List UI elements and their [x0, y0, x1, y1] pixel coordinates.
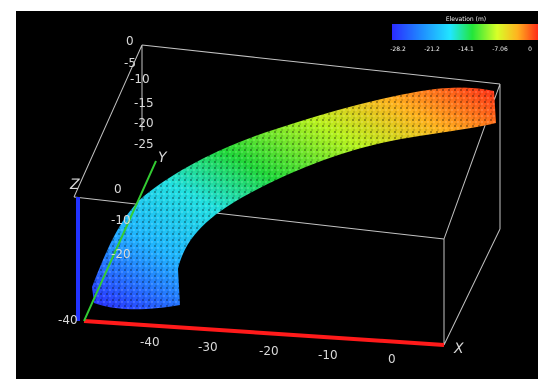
point-cloud — [92, 87, 496, 310]
z-top-tick-0: 0 — [126, 34, 134, 48]
z-top-tick-4: -20 — [134, 116, 154, 130]
colorbar-tick-3: -7.06 — [492, 46, 508, 53]
z-left-tick-2: -20 — [111, 247, 131, 261]
x-tick-3: -10 — [318, 348, 338, 362]
x-axis-line — [83, 319, 445, 347]
colorbar-title: Elevation (m) — [446, 16, 486, 23]
axis-lines — [76, 160, 445, 347]
y-axis-line — [83, 160, 157, 322]
colorbar-tick-2: -14.1 — [458, 46, 474, 53]
z-top-tick-1: -5 — [124, 56, 136, 70]
z-top-tick-2: -10 — [130, 72, 150, 86]
colorbar-tick-4: 0 — [528, 46, 532, 53]
3d-viewport[interactable]: Elevation (m) -28.2 -21.2 -14.1 -7.06 0 … — [16, 11, 538, 379]
elevation-colorbar: Elevation (m) -28.2 -21.2 -14.1 -7.06 0 — [390, 16, 538, 53]
point-cloud-scene[interactable]: Elevation (m) -28.2 -21.2 -14.1 -7.06 0 … — [16, 11, 538, 379]
y-axis-label: Y — [158, 150, 168, 166]
axis-labels: X Y Z — [69, 150, 464, 357]
x-tick-2: -20 — [259, 344, 279, 358]
z-left-tick-3: -40 — [58, 313, 78, 327]
z-left-tick-1: -10 — [111, 213, 131, 227]
x-axis-label: X — [453, 341, 464, 357]
z-axis-ticks-top: 0 -5 -10 -15 -20 -25 — [124, 34, 154, 151]
x-tick-1: -30 — [198, 340, 218, 354]
colorbar-tick-1: -21.2 — [424, 46, 440, 53]
z-top-tick-5: -25 — [134, 137, 154, 151]
z-axis-ticks-left: 0 -10 -20 -40 — [58, 182, 131, 327]
z-top-tick-3: -15 — [134, 96, 154, 110]
z-axis-label: Z — [69, 177, 80, 193]
x-tick-4: 0 — [388, 352, 396, 366]
colorbar-tick-0: -28.2 — [390, 46, 406, 53]
x-axis-ticks: -40 -30 -20 -10 0 — [140, 335, 396, 366]
z-left-tick-0: 0 — [114, 182, 122, 196]
x-tick-0: -40 — [140, 335, 160, 349]
